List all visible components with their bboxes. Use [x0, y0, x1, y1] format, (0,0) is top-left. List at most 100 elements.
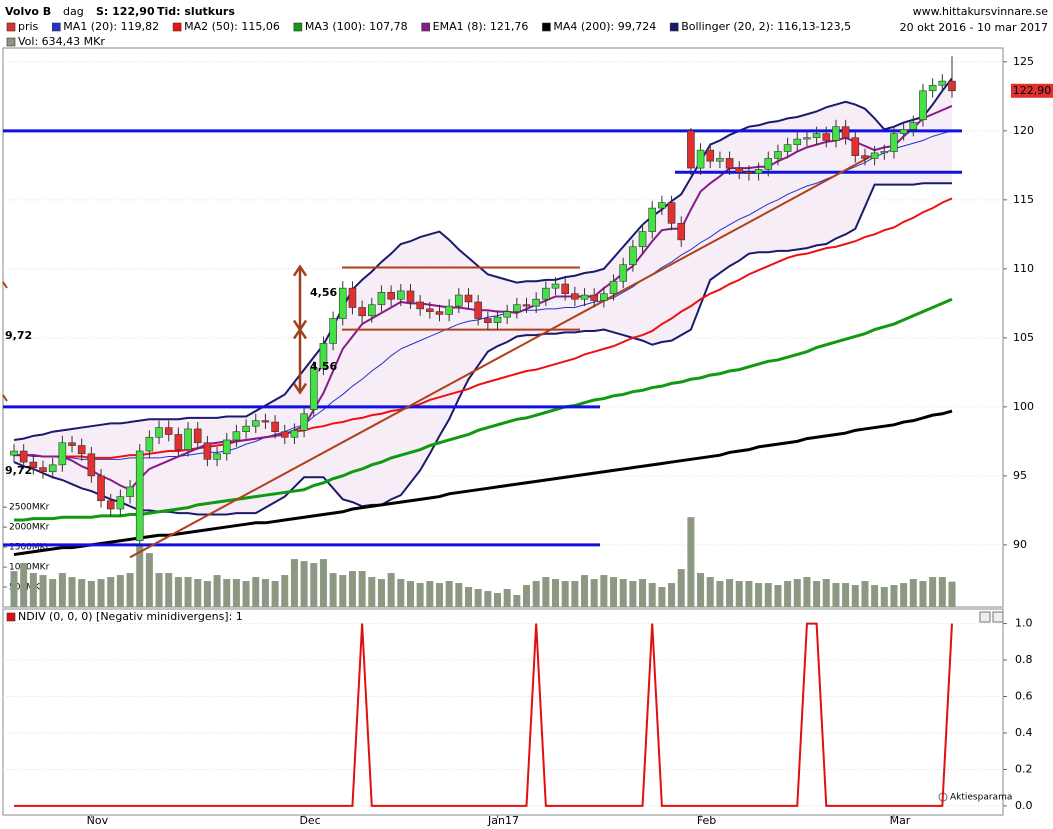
- bollinger-band: [14, 78, 952, 515]
- candle-body: [706, 149, 715, 162]
- volume-bar: [223, 579, 231, 607]
- legend-swatch: [172, 22, 182, 32]
- volume-bar: [813, 581, 821, 607]
- candle-body: [735, 167, 744, 173]
- volume-bar: [687, 517, 695, 607]
- volume-bar: [803, 577, 811, 607]
- volume-bar: [271, 581, 279, 607]
- ma-line: [14, 130, 953, 460]
- legend-swatch: [6, 37, 16, 47]
- legend-swatch: [669, 22, 679, 32]
- legend-label: EMA1 (8): 121,76: [433, 20, 529, 33]
- volume-bar: [919, 581, 927, 607]
- candle-body: [851, 137, 860, 156]
- volume-bar: [774, 585, 782, 607]
- volume-bar: [174, 577, 182, 607]
- y-tick-label: 0.4: [1015, 726, 1033, 739]
- volume-bar: [832, 583, 840, 607]
- candle-body: [155, 427, 163, 438]
- legend-swatch: [421, 22, 430, 32]
- candle-body: [609, 280, 618, 294]
- price-panel: [2, 47, 1004, 608]
- legend-label: pris: [18, 20, 39, 33]
- volume-bar: [242, 581, 250, 607]
- volume-bar: [900, 583, 908, 607]
- volume-bar: [387, 573, 395, 607]
- volume-bar: [706, 577, 714, 607]
- close-icon[interactable]: [992, 611, 1004, 623]
- volume-bar: [484, 591, 492, 607]
- candle-body: [126, 486, 134, 497]
- volume-bar: [851, 585, 859, 607]
- candle-body: [435, 311, 444, 315]
- volume-bar: [126, 573, 134, 607]
- candle-body: [513, 304, 521, 312]
- candle-body: [406, 290, 415, 303]
- x-tick-label: Feb: [697, 814, 716, 827]
- tool-icon[interactable]: [979, 611, 991, 623]
- candle-body: [135, 450, 144, 542]
- volume-bar: [948, 581, 956, 607]
- candle-body: [938, 80, 947, 86]
- candle-body: [861, 155, 869, 159]
- candle-body: [716, 158, 724, 162]
- volume-bar: [358, 571, 366, 607]
- candle-body: [48, 464, 57, 473]
- candle-body: [242, 425, 250, 433]
- candle-body: [890, 133, 898, 152]
- volume-bar: [677, 569, 685, 607]
- volume-bar: [648, 583, 656, 607]
- volume-bar: [668, 583, 676, 607]
- y-tick-label: 1.0: [1015, 617, 1033, 630]
- legend-label: MA3 (100): 107,78: [305, 20, 408, 33]
- candle-body: [58, 442, 67, 466]
- candle-body: [145, 436, 154, 452]
- legend-swatch: [6, 22, 16, 32]
- candle-body: [455, 294, 463, 307]
- period: dag: [63, 5, 84, 18]
- volume-bar: [610, 577, 618, 607]
- volume-bar: [909, 579, 917, 607]
- last-price-label: 122,90: [1013, 84, 1052, 97]
- volume-bar: [319, 559, 327, 607]
- candle-body: [309, 367, 318, 410]
- x-tick-label: Jan17: [487, 814, 519, 827]
- candle-body: [232, 431, 241, 441]
- volume-bar: [58, 573, 66, 607]
- volume-bar: [136, 545, 144, 607]
- note-marks: [2, 281, 8, 402]
- candle-body: [10, 450, 18, 456]
- candle-body: [841, 126, 850, 139]
- candle-body: [222, 439, 231, 455]
- volume-bar: [300, 561, 308, 607]
- y-tick-label: 110: [1013, 262, 1034, 275]
- volume-bar: [861, 581, 869, 607]
- volume-bar: [455, 583, 463, 607]
- candle-body: [184, 428, 192, 450]
- candle-body: [213, 453, 221, 460]
- volume-bar: [464, 587, 472, 607]
- volume-bar: [377, 579, 385, 607]
- candle-body: [745, 171, 753, 174]
- volume-bar: [397, 579, 405, 607]
- last-price-box: [1011, 83, 1053, 98]
- candle-body: [300, 413, 308, 431]
- candle-body: [445, 305, 453, 315]
- volume-bar: [629, 581, 637, 607]
- candle-body: [725, 158, 734, 169]
- volume-bar: [716, 581, 724, 607]
- volume-bar: [194, 579, 202, 607]
- volume-bar: [310, 563, 318, 607]
- candle-body: [290, 430, 299, 438]
- candle-body: [68, 442, 76, 446]
- volume-bar: [532, 581, 540, 607]
- y-tick-label: 125: [1013, 55, 1034, 68]
- candle-body: [677, 222, 686, 241]
- volume-bar: [561, 581, 569, 607]
- volume-bar: [87, 581, 95, 607]
- y-tick-label: 0.0: [1015, 799, 1033, 812]
- volume-bar: [49, 579, 57, 607]
- volume-bar: [503, 589, 511, 607]
- candle-body: [696, 149, 705, 169]
